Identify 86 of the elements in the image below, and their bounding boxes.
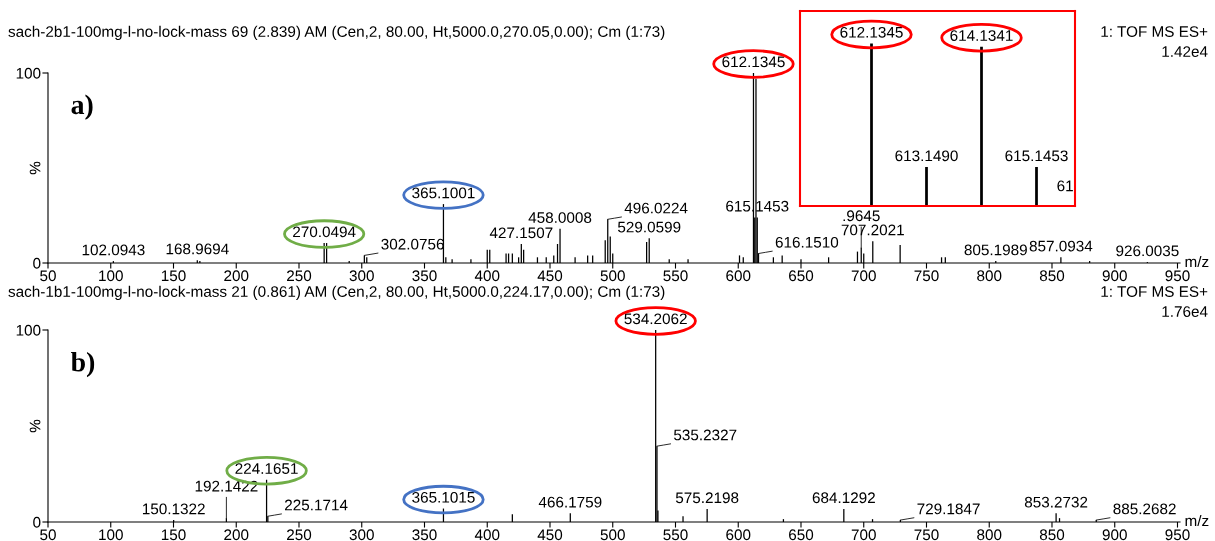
annotation: 61 xyxy=(1057,180,1073,192)
x-tick-label: 750 xyxy=(914,529,939,541)
annotation: 616.1510 xyxy=(775,236,839,248)
annotation: 168.9694 xyxy=(166,243,229,255)
annotation: 534.2062 xyxy=(624,313,687,325)
annotation: 224.1651 xyxy=(235,463,298,474)
x-tick-label: 800 xyxy=(977,529,1002,541)
annotation: 365.1001 xyxy=(412,187,475,199)
annotation: 535.2327 xyxy=(673,429,737,441)
chart-title: sach-1b1-100mg-l-no-lock-mass 21 (0.861) AM (Cen,2, 80.00, Ht,5000.0,224.17,0.00); Cm (1:73) xyxy=(8,285,665,300)
chart-title: sach-2b1-100mg-l-no-lock-mass 69 (2.839) AM (Cen,2, 80.00, Ht,5000.0,270.05,0.00); Cm (1:73) xyxy=(8,25,665,40)
annotation: 302.0756 xyxy=(381,238,444,250)
annotation: 615.1453 xyxy=(1005,150,1068,162)
x-tick-label: 450 xyxy=(537,270,563,282)
x-tick-label: 250 xyxy=(287,529,312,541)
x-tick-label: 500 xyxy=(600,529,625,541)
x-tick-label: 350 xyxy=(412,270,437,282)
x-tick-label: 900 xyxy=(1102,270,1127,282)
annotation: 805.1989 xyxy=(964,244,1027,256)
x-tick-label: 300 xyxy=(349,270,374,282)
annotation: a) xyxy=(71,94,93,120)
x-tick-label: 500 xyxy=(600,270,625,282)
chart-subtitle: 1: TOF MS ES+ xyxy=(1101,26,1208,37)
annotation: 926.0035 xyxy=(1116,245,1179,257)
annotation: 365.1015 xyxy=(412,491,475,503)
x-tick-label: 850 xyxy=(1039,529,1065,541)
annotation: 575.2198 xyxy=(675,492,739,504)
x-tick-label: 600 xyxy=(726,270,751,282)
x-axis-title: m/z xyxy=(1185,514,1209,527)
x-tick-label: 700 xyxy=(851,270,876,282)
x-tick-label: 150 xyxy=(161,270,186,282)
annotation: 270.0494 xyxy=(293,226,356,238)
annotation: 612.1345 xyxy=(722,56,785,68)
x-tick-label: 850 xyxy=(1039,270,1065,282)
x-tick-label: 50 xyxy=(40,270,56,282)
y-axis-title: % xyxy=(29,419,41,433)
y-tick-label: 0 xyxy=(33,516,41,528)
chart-subtitle: 1: TOF MS ES+ xyxy=(1101,286,1208,297)
x-tick-label: 650 xyxy=(789,270,814,282)
annotation: 613.1490 xyxy=(895,150,958,162)
annotation: 496.0224 xyxy=(624,202,688,214)
text: 1.76e4 xyxy=(1162,306,1208,317)
x-tick-label: 150 xyxy=(161,529,186,541)
annotation: 458.0008 xyxy=(528,212,592,223)
y-tick-label: 100 xyxy=(16,324,41,336)
x-tick-label: 650 xyxy=(789,529,814,541)
x-tick-label: 700 xyxy=(851,529,876,541)
annotation: 427.1507 xyxy=(489,227,553,239)
text: 1.42e4 xyxy=(1162,46,1208,57)
annotation: 225.1714 xyxy=(285,499,348,511)
x-tick-label: 950 xyxy=(1165,529,1190,541)
y-axis-title: % xyxy=(29,161,41,175)
x-tick-label: 550 xyxy=(663,270,688,282)
x-tick-label: 100 xyxy=(99,529,123,541)
x-tick-label: 550 xyxy=(663,529,688,541)
x-tick-label: 350 xyxy=(412,529,437,541)
annotation: 853.2732 xyxy=(1024,496,1088,508)
text: 614.1341 xyxy=(950,30,1013,41)
x-tick-label: 300 xyxy=(349,529,374,541)
x-tick-label: 750 xyxy=(914,270,939,282)
x-tick-label: 400 xyxy=(474,270,500,282)
text: 612.1345 xyxy=(840,26,903,38)
x-tick-label: 900 xyxy=(1102,529,1127,541)
annotation: 529.0599 xyxy=(617,221,681,233)
x-tick-label: 450 xyxy=(537,529,563,541)
annotation: 102.0943 xyxy=(82,244,145,256)
x-tick-label: 600 xyxy=(726,529,751,541)
x-tick-label: 800 xyxy=(977,270,1002,282)
x-tick-label: 950 xyxy=(1165,270,1190,282)
annotation: 466.1759 xyxy=(538,496,602,508)
annotation: 885.2682 xyxy=(1113,503,1176,515)
annotation: .9645 xyxy=(843,210,880,222)
x-tick-label: 400 xyxy=(474,529,500,541)
x-tick-label: 100 xyxy=(99,270,123,282)
x-axis-title: m/z xyxy=(1185,255,1209,268)
x-tick-label: 200 xyxy=(224,529,249,541)
annotation: 150.1322 xyxy=(142,503,205,515)
annotation: b) xyxy=(70,351,95,378)
y-tick-label: 100 xyxy=(16,67,41,79)
annotation: 684.1292 xyxy=(812,492,875,504)
x-tick-label: 50 xyxy=(40,529,56,541)
annotation: 729.1847 xyxy=(917,503,980,515)
x-tick-label: 200 xyxy=(224,270,249,282)
y-tick-label: 0 xyxy=(33,257,41,269)
annotation: 857.0934 xyxy=(1029,240,1093,252)
x-tick-label: 250 xyxy=(287,270,312,282)
